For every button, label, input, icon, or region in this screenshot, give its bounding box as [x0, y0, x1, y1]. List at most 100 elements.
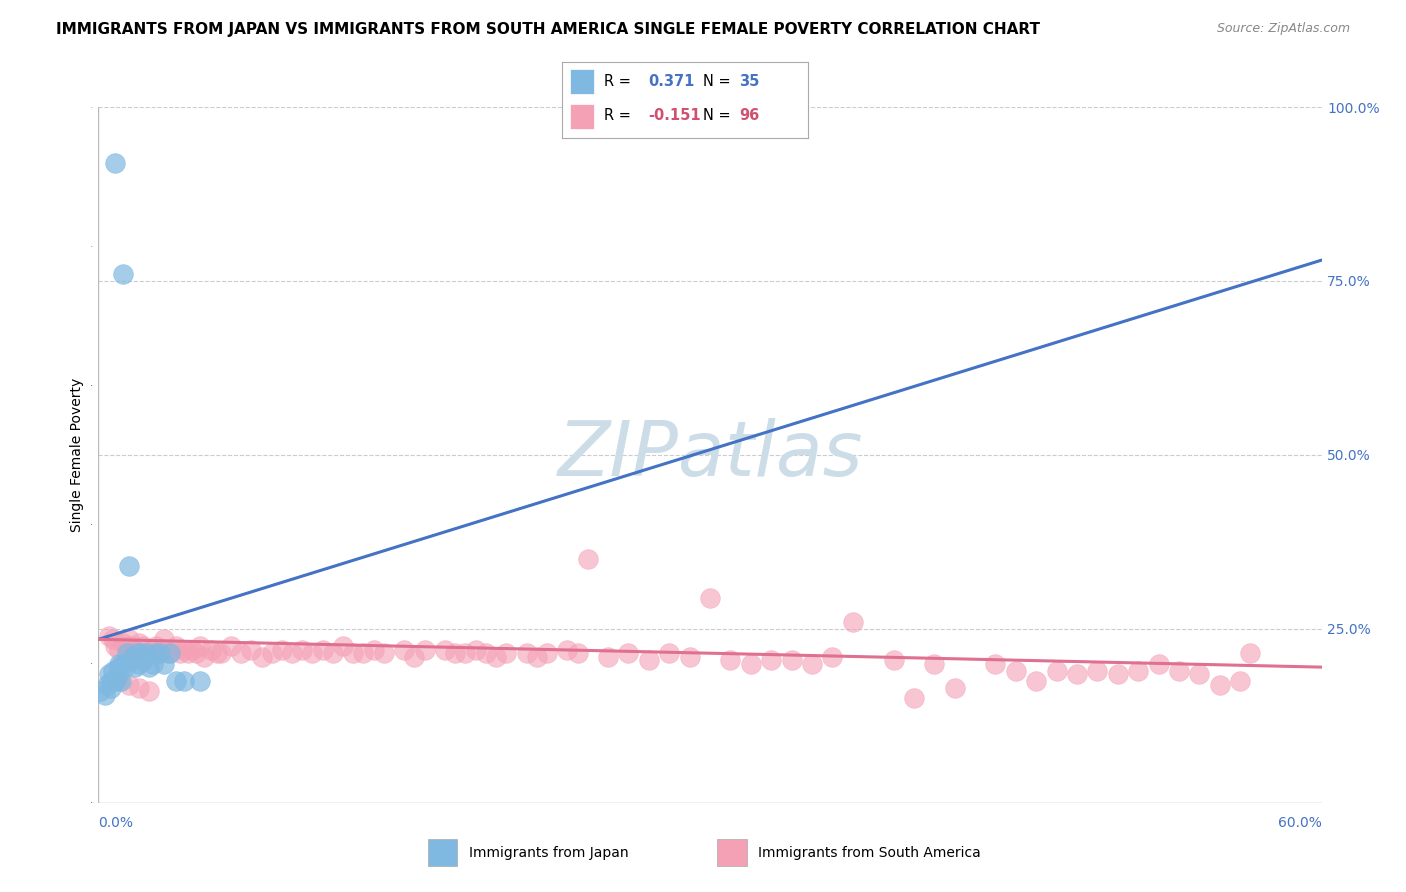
Point	[160, 642, 183, 657]
Point	[231, 646, 253, 660]
Text: R =: R =	[605, 108, 636, 123]
Point	[801, 657, 824, 671]
Point	[108, 657, 131, 671]
Point	[97, 667, 120, 681]
Point	[270, 642, 294, 657]
Point	[883, 653, 905, 667]
Point	[173, 674, 195, 689]
Point	[132, 639, 155, 653]
Point	[984, 657, 1007, 671]
Bar	[569, 70, 595, 95]
Text: Source: ZipAtlas.com: Source: ZipAtlas.com	[1216, 22, 1350, 36]
Point	[373, 646, 395, 660]
Point	[780, 653, 803, 667]
Point	[96, 677, 118, 691]
Text: 0.371: 0.371	[648, 74, 695, 89]
Point	[104, 155, 127, 169]
Point	[104, 639, 127, 653]
Point	[124, 660, 146, 674]
Point	[474, 646, 498, 660]
Point	[115, 639, 138, 653]
Point	[122, 649, 145, 664]
Point	[841, 615, 863, 629]
Point	[136, 646, 159, 660]
Point	[111, 657, 134, 671]
Point	[120, 639, 142, 653]
Point	[1188, 667, 1211, 681]
Point	[205, 646, 228, 660]
Point	[188, 639, 212, 653]
Point	[413, 642, 436, 657]
Point	[291, 642, 314, 657]
Point	[1128, 664, 1150, 678]
Point	[108, 660, 131, 674]
Point	[156, 646, 179, 660]
Point	[444, 646, 467, 660]
Point	[165, 674, 187, 689]
Point	[101, 632, 124, 647]
Point	[128, 636, 150, 650]
Point	[145, 639, 167, 653]
Point	[332, 639, 354, 653]
Text: 96: 96	[740, 108, 759, 123]
Point	[1229, 674, 1251, 689]
Point	[1066, 667, 1088, 681]
Point	[129, 646, 152, 660]
Text: 35: 35	[740, 74, 759, 89]
Point	[699, 591, 721, 605]
Text: N =: N =	[703, 74, 735, 89]
Point	[363, 642, 385, 657]
Point	[93, 688, 115, 702]
Text: Immigrants from Japan: Immigrants from Japan	[470, 846, 628, 860]
Point	[352, 646, 374, 660]
Point	[209, 646, 232, 660]
Point	[1209, 677, 1232, 691]
Point	[567, 646, 589, 660]
Point	[658, 646, 681, 660]
Point	[138, 660, 160, 674]
Point	[132, 653, 155, 667]
Point	[922, 657, 945, 671]
Point	[219, 639, 242, 653]
Point	[821, 649, 844, 664]
Point	[1045, 664, 1069, 678]
Point	[169, 646, 191, 660]
Point	[145, 646, 167, 660]
Point	[89, 684, 111, 698]
Point	[322, 646, 344, 660]
Point	[1025, 674, 1047, 689]
Point	[434, 642, 457, 657]
Point	[136, 646, 159, 660]
Point	[260, 646, 283, 660]
Point	[111, 267, 134, 281]
Point	[536, 646, 558, 660]
Point	[404, 649, 426, 664]
Point	[1147, 657, 1170, 671]
Point	[111, 636, 134, 650]
Point	[312, 642, 335, 657]
Point	[177, 646, 200, 660]
Y-axis label: Single Female Poverty: Single Female Poverty	[70, 378, 84, 532]
Point	[454, 646, 477, 660]
Point	[392, 642, 416, 657]
Point	[108, 642, 131, 657]
Point	[120, 653, 142, 667]
Point	[128, 657, 150, 671]
Text: ZIPatlas: ZIPatlas	[557, 418, 863, 491]
Point	[250, 649, 273, 664]
Point	[114, 660, 136, 674]
Bar	[427, 839, 457, 866]
Point	[943, 681, 966, 695]
Point	[138, 684, 160, 698]
Text: IMMIGRANTS FROM JAPAN VS IMMIGRANTS FROM SOUTH AMERICA SINGLE FEMALE POVERTY COR: IMMIGRANTS FROM JAPAN VS IMMIGRANTS FROM…	[56, 22, 1040, 37]
Point	[149, 646, 172, 660]
Point	[105, 671, 128, 685]
Point	[100, 681, 122, 695]
Point	[516, 646, 538, 660]
Text: -0.151: -0.151	[648, 108, 702, 123]
Point	[152, 657, 174, 671]
Point	[141, 642, 163, 657]
Point	[110, 674, 132, 689]
Point	[576, 552, 599, 566]
Bar	[717, 839, 747, 866]
